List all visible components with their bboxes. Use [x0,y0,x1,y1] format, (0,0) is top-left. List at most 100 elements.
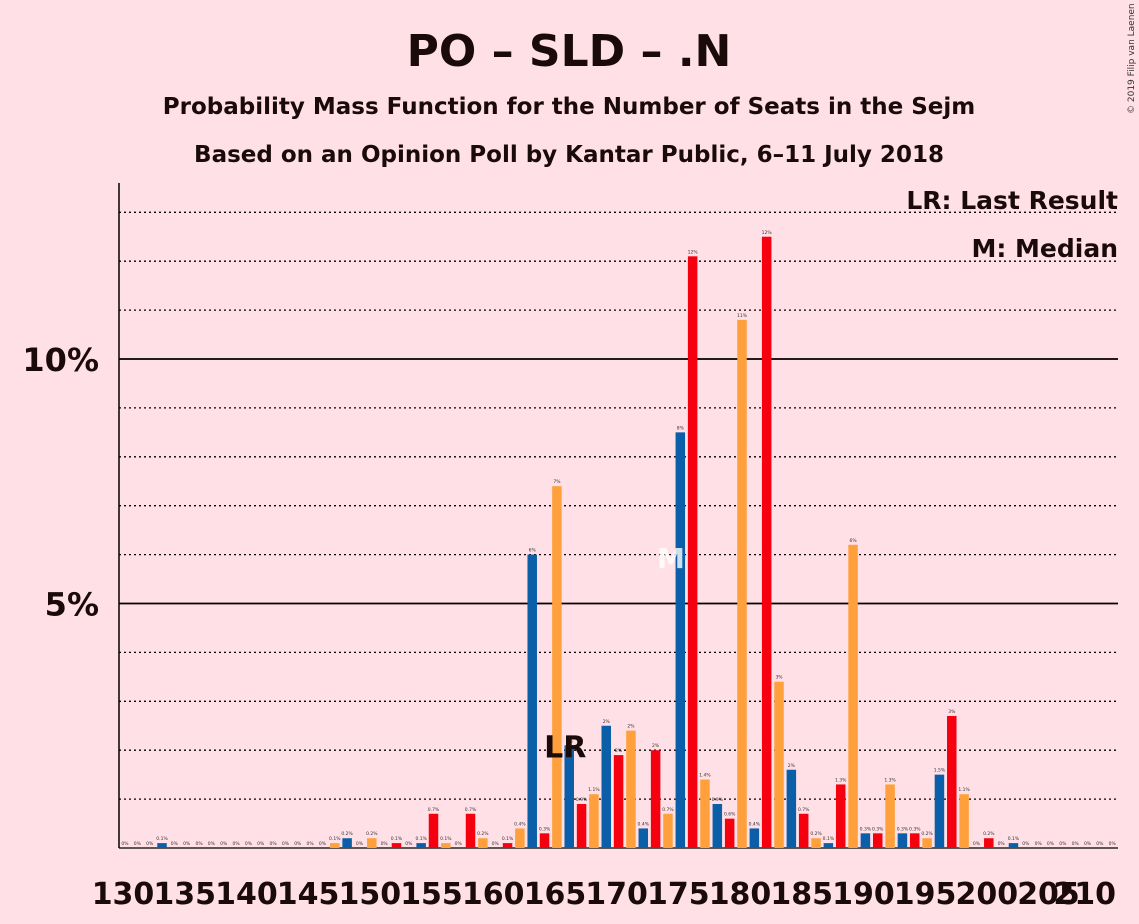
bar-169 [601,725,612,848]
bar-label-157: 0% [455,841,463,847]
bar-163 [527,554,537,848]
bar-label-139: 0% [232,841,240,847]
bar-162 [515,828,525,848]
y-tick-label: 10% [22,341,99,379]
bar-174 [663,813,673,848]
bar-label-203: 0% [1022,841,1030,847]
bar-label-134: 0% [171,841,179,847]
bar-label-205: 0% [1047,841,1055,847]
last-result-marker: LR [544,730,586,765]
bar-148 [342,838,352,848]
legend-median: M: Median [971,234,1118,263]
bar-label-147: 0.1% [329,836,341,842]
bar-label-181: 0.4% [749,821,761,827]
chart-subtitle: Probability Mass Function for the Number… [163,94,975,120]
bar-190 [860,833,871,848]
bar-188 [835,784,846,848]
bar-label-136: 0% [195,841,203,847]
bar-133 [157,843,167,848]
bar-label-161: 0.1% [502,836,514,842]
bar-label-141: 0% [257,841,265,847]
bar-196 [934,774,945,848]
bar-label-210: 0% [1109,841,1117,847]
legend-last-result: LR: Last Result [906,186,1118,215]
bar-label-162: 0.4% [514,821,526,827]
bar-label-192: 1.3% [884,777,896,783]
bar-label-158: 0.7% [465,807,477,813]
bar-value-labels: 0% 0% 0%0.1%0% 0% 0% 0% 0% 0% 0% 0% 0% 0% 0% 0% 0%0.1%… [121,230,1116,847]
bar-195 [922,838,932,848]
bar-label-200: 0.2% [983,831,995,837]
bar-label-138: 0% [220,841,228,847]
bar-label-193: 0.3% [897,826,909,832]
bar-189 [848,544,858,848]
bar-label-135: 0% [183,841,191,847]
bar-159 [478,838,488,848]
bar-label-155: 0.7% [428,807,440,813]
bar-label-170: 2% [615,748,623,754]
bar-label-159: 0.2% [477,831,489,837]
x-tick-labels: 130 135 140 145 150 155 160 165 170 175 180 185 190 1… [92,877,1116,912]
bar-177 [700,779,710,848]
x-tick-label: 145 [277,877,340,912]
bar-170 [613,755,624,848]
bar-label-177: 1.4% [699,773,711,779]
y-tick-label: 5% [45,586,99,624]
bar-label-185: 0.7% [798,807,810,813]
bar-label-175: 8% [677,425,685,431]
bar-194 [910,833,920,848]
bar-171 [626,730,636,848]
bar-154 [416,843,426,848]
x-tick-label: 135 [153,877,216,912]
bar-label-197: 3% [948,709,956,715]
bar-197 [947,715,957,848]
bar-176 [687,256,698,848]
bar-label-198: 1.1% [958,787,970,793]
bar-label-152: 0.1% [391,836,403,842]
bar-label-174: 0.7% [662,807,674,813]
x-tick-label: 205 [1017,877,1080,912]
bar-label-164: 0.3% [539,826,551,832]
bar-label-132: 0% [146,841,154,847]
bar-label-180: 11% [737,313,748,319]
x-tick-label: 150 [338,877,401,912]
bar-183 [774,681,784,848]
x-tick-label: 155 [400,877,463,912]
bar-label-133: 0.1% [156,836,168,842]
bar-label-166: 2% [566,738,574,744]
bar-164 [539,833,550,848]
bar-label-188: 1.3% [835,777,847,783]
bar-label-201: 0% [998,841,1006,847]
bar-label-156: 0.1% [440,836,452,842]
chart-title: PO – SLD – .N [407,26,732,77]
bar-label-191: 0.3% [872,826,884,832]
bar-label-182: 12% [762,230,773,236]
bar-label-167: 0.9% [576,797,588,803]
bar-label-154: 0.1% [415,836,427,842]
bar-label-209: 0% [1096,841,1104,847]
x-tick-label: 140 [215,877,278,912]
bar-label-190: 0.3% [860,826,872,832]
bar-label-204: 0% [1035,841,1043,847]
bar-label-137: 0% [208,841,216,847]
bar-label-144: 0% [294,841,302,847]
bar-label-165: 7% [553,479,561,485]
bar-label-146: 0% [319,841,327,847]
bar-152 [391,843,402,848]
bar-186 [811,838,821,848]
bar-label-173: 2% [652,743,660,749]
bar-label-208: 0% [1084,841,1092,847]
bar-label-186: 0.2% [810,831,822,837]
bar-158 [465,813,476,848]
bar-label-160: 0% [492,841,500,847]
bar-label-143: 0% [282,841,290,847]
bar-193 [897,833,908,848]
bar-label-131: 0% [134,841,142,847]
bars [157,236,1019,848]
bar-label-171: 2% [627,724,635,730]
bar-label-199: 0% [973,841,981,847]
markers: LR M [544,542,685,765]
bar-155 [428,813,439,848]
bar-label-148: 0.2% [341,831,353,837]
